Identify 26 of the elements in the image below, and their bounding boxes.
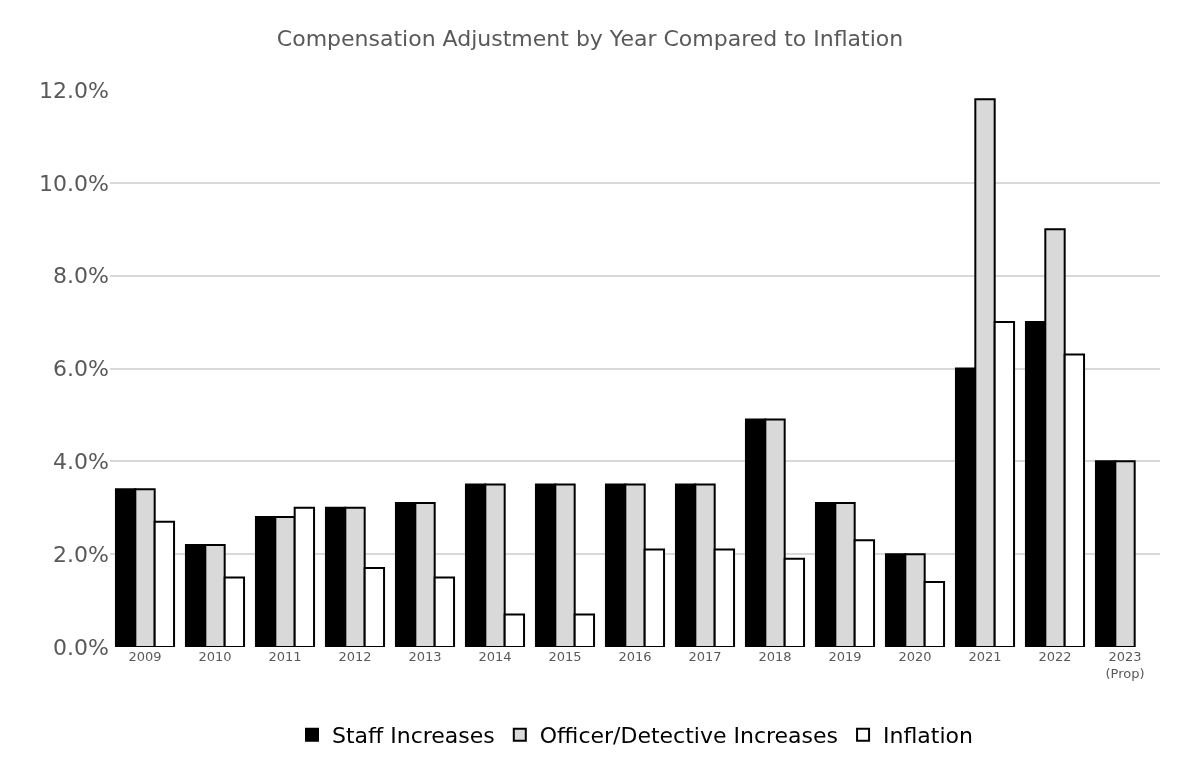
y-tick-label: 2.0% [53,541,109,567]
x-tick-label: 2023 (Prop) [1105,649,1145,681]
y-tick-label: 6.0% [53,356,109,382]
x-tick-label: 2010 [198,649,232,664]
y-tick-label: 8.0% [53,263,109,289]
chart-title: Compensation Adjustment by Year Compared to Inflation [276,26,904,52]
legend-label: Inflation [883,723,973,749]
x-tick-label: 2019 [828,649,862,664]
legend-label: Staff Increases [332,723,495,749]
x-tick-label: 2018 [758,649,792,664]
x-tick-label: 2021 [968,649,1002,664]
y-tick-label: 0.0% [53,634,109,660]
x-tick-label: 2009 [128,649,162,664]
legend-label: Officer/Detective Increases [539,723,839,749]
x-tick-label: 2015 [548,649,582,664]
x-tick-label: 2020 [898,649,932,664]
x-tick-label: 2016 [618,649,652,664]
x-tick-label: 2022 [1038,649,1072,664]
x-tick-label: 2014 [478,649,512,664]
y-tick-label: 10.0% [39,170,109,196]
x-tick-label: 2017 [688,649,722,664]
x-tick-label: 2013 [408,649,442,664]
x-tick-label: 2012 [338,649,372,664]
y-tick-label: 12.0% [39,77,109,103]
y-tick-label: 4.0% [53,449,109,475]
x-tick-label: 2011 [268,649,302,664]
